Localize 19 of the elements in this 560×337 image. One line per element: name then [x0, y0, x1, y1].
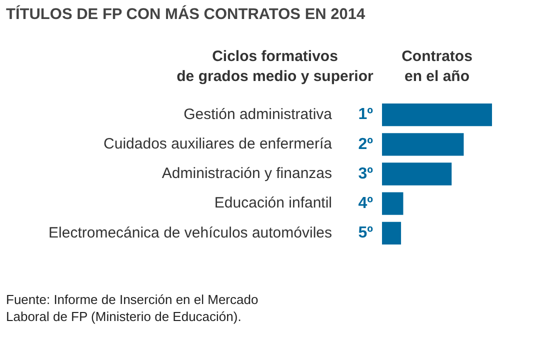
source-note: Fuente: Informe de Inserción en el Mercado Laboral de FP (Ministerio de Educación). [6, 291, 258, 325]
text: 5º [358, 224, 374, 242]
y-tick-label: Gestión administrativa [184, 106, 333, 123]
text: TÍTULOS DE FP CON MÁS CONTRATOS EN 2014 [6, 6, 366, 24]
text: 4º [358, 195, 374, 212]
y-tick-label: Administración y finanzas [162, 165, 332, 182]
y-axis-title: Ciclos formativos de grados medio y superior [176, 47, 374, 87]
bar [382, 192, 404, 215]
text: 3º [358, 165, 374, 182]
bar [382, 162, 452, 186]
y-tick-label: Cuidados auxiliares de enfermería [104, 136, 333, 153]
text: 1º [358, 106, 374, 124]
bar [382, 222, 402, 245]
y-tick-label: Educación infantil [214, 194, 332, 212]
x-axis-title: Contratos en el año [400, 47, 474, 87]
bar [382, 133, 464, 156]
y-tick-label: Electromecánica de vehículos automóviles [48, 224, 332, 242]
bar [382, 103, 492, 126]
text: 2º [358, 136, 374, 153]
